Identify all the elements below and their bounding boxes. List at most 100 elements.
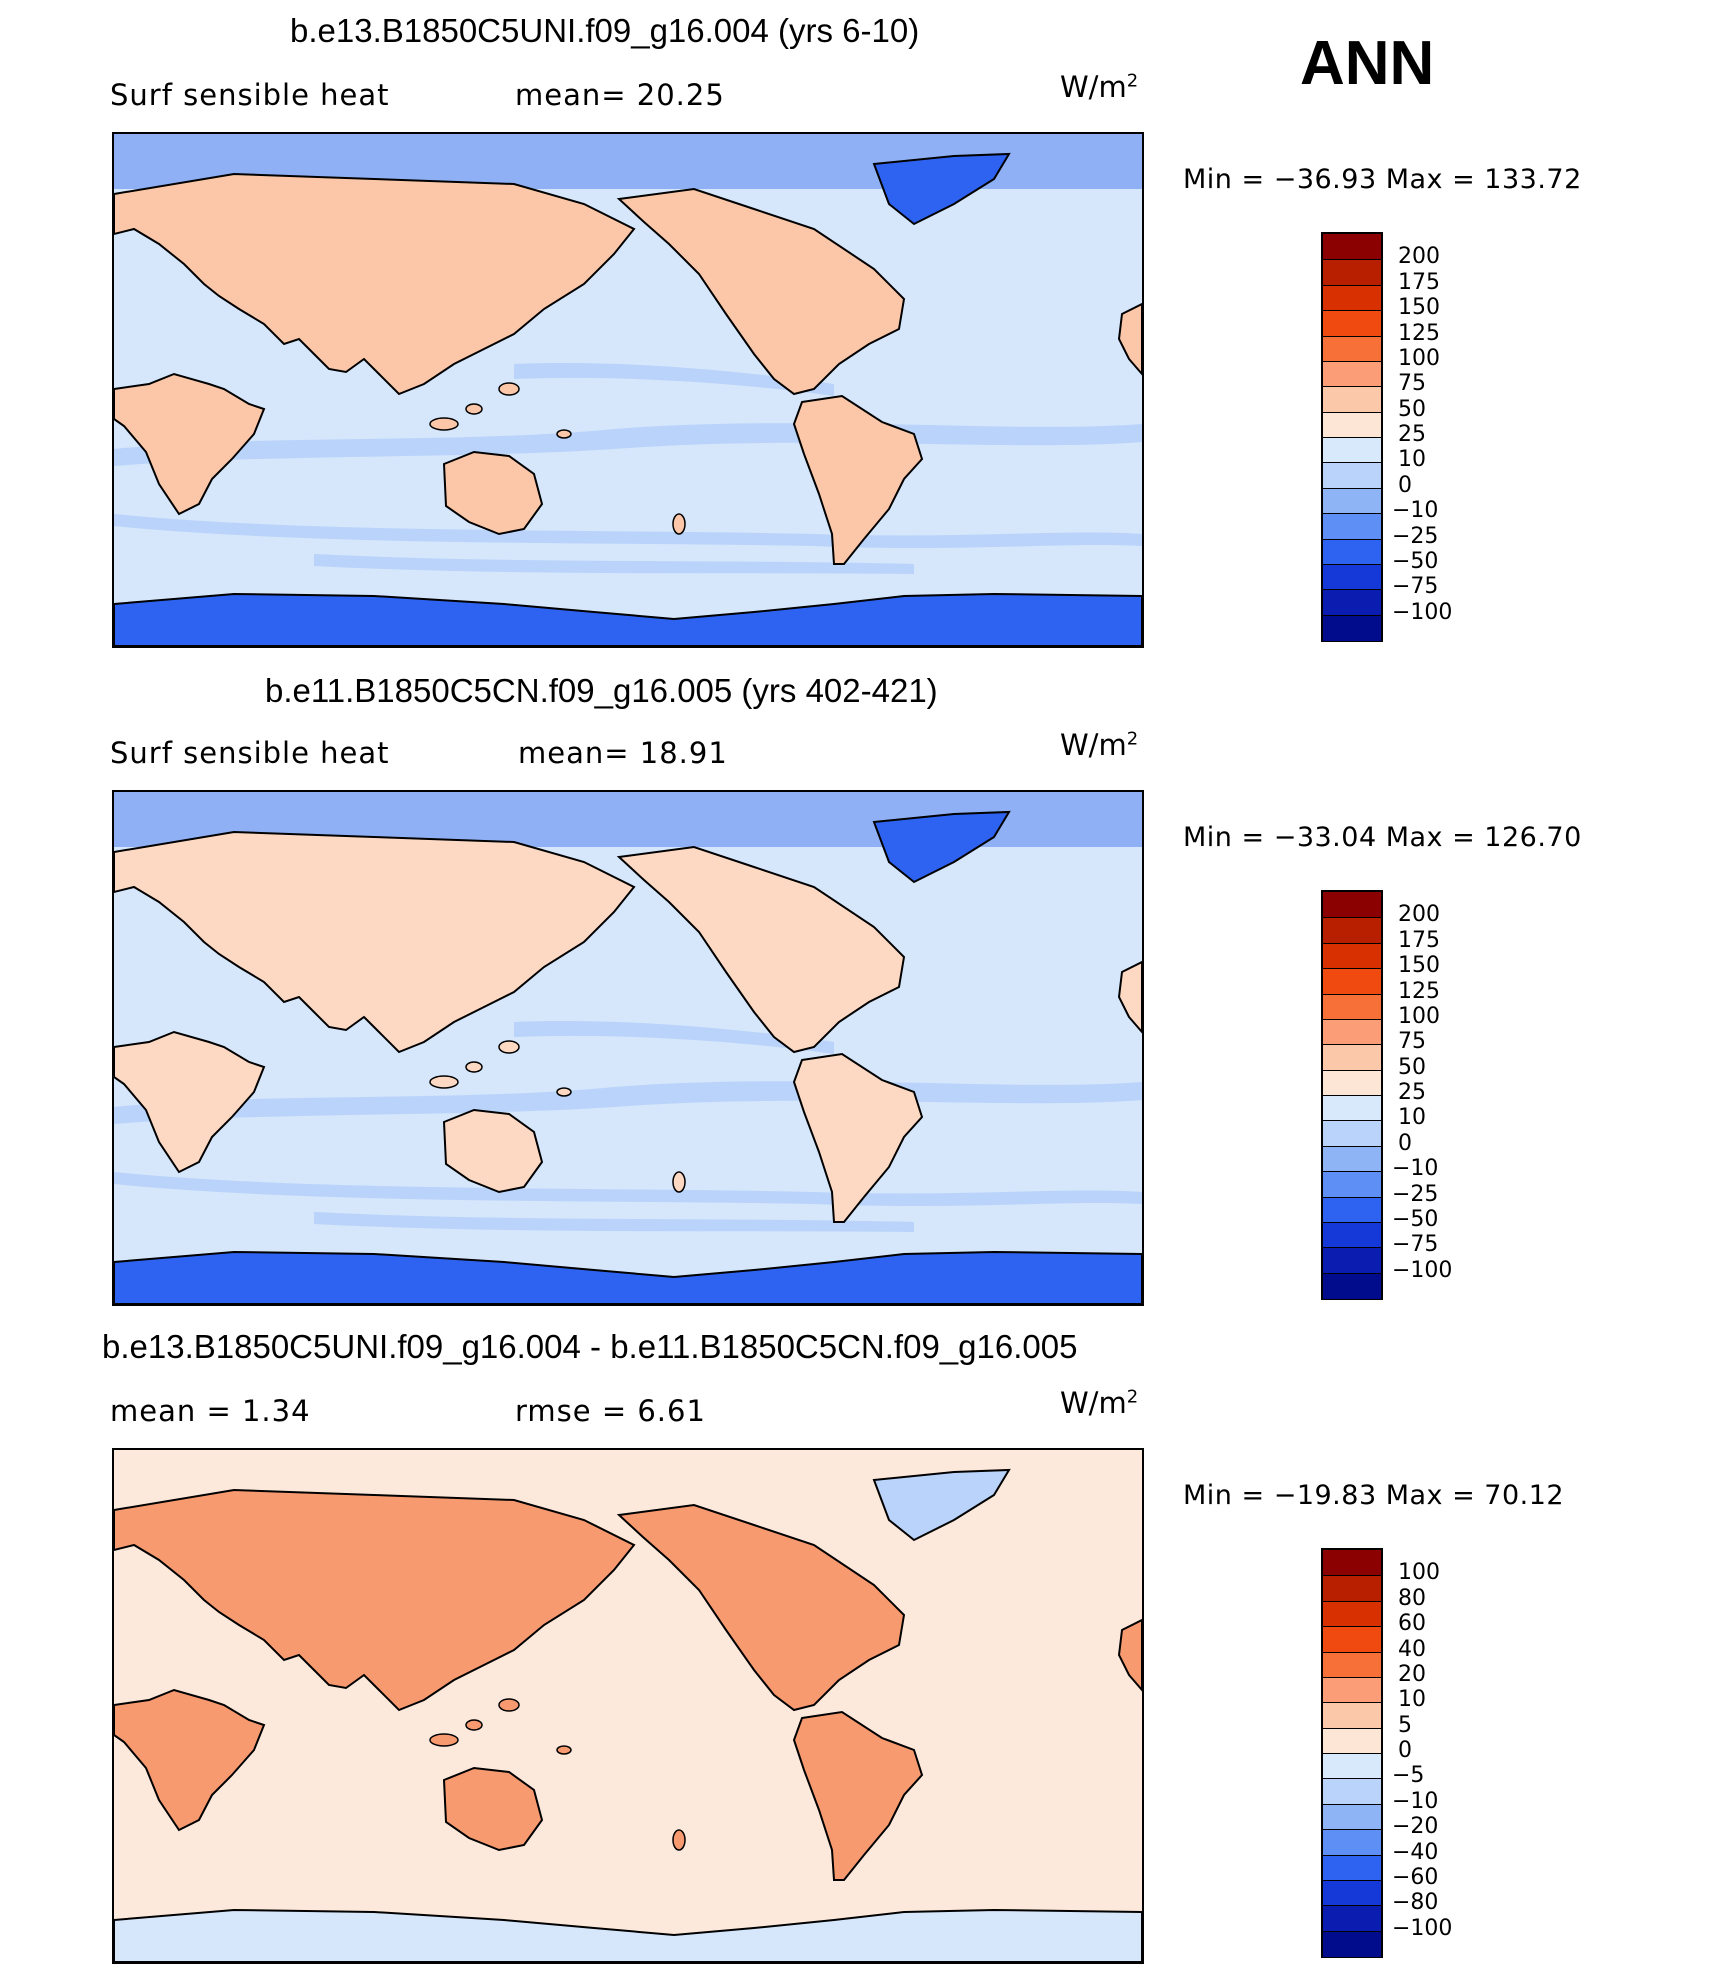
panel-1-title: b.e13.B1850C5UNI.f09_g16.004 (yrs 6-10): [290, 12, 920, 49]
panel-2-colorbar: [1321, 890, 1383, 1300]
colorbar-tick-label: 0: [1398, 1130, 1412, 1156]
colorbar-separator: [1323, 1651, 1381, 1653]
colorbar-separator: [1323, 942, 1381, 944]
colorbar-separator: [1323, 335, 1381, 337]
ocean-anomaly-band: [314, 554, 914, 574]
landmass-greenland: [872, 1468, 1011, 1542]
ocean-anomaly-band: [514, 1021, 834, 1054]
colorbar-segment: [1323, 1676, 1381, 1703]
panel-2-mean-label: mean= 18.91: [518, 736, 728, 770]
island: [429, 1733, 459, 1747]
colorbar-separator: [1323, 1247, 1381, 1249]
panel-1-mean-label: mean= 20.25: [515, 78, 725, 112]
colorbar-segment: [1323, 614, 1381, 641]
landmass-antarctica: [114, 592, 1142, 646]
colorbar-segment: [1323, 892, 1381, 918]
colorbar-separator: [1323, 411, 1381, 413]
colorbar-segment: [1323, 1727, 1381, 1754]
colorbar-segment: [1323, 360, 1381, 387]
landmass-eurasia: [114, 830, 636, 1054]
colorbar-separator: [1323, 1753, 1381, 1754]
landmass-eurasia: [114, 1488, 636, 1712]
ocean-anomaly-band: [514, 363, 834, 396]
colorbar-segment: [1323, 993, 1381, 1020]
colorbar-tick-label: −60: [1392, 1864, 1439, 1890]
colorbar-segment: [1323, 1069, 1381, 1096]
island: [556, 429, 572, 439]
colorbar-separator: [1323, 1196, 1381, 1198]
panel-2-map: [112, 790, 1144, 1306]
colorbar-segment: [1323, 1829, 1381, 1855]
landmass-africa: [114, 1030, 266, 1174]
landmass-namerica: [616, 1503, 906, 1712]
colorbar-segment: [1323, 487, 1381, 514]
panel-3-units: W/m2: [1060, 1386, 1139, 1420]
colorbar-tick-label: 175: [1398, 927, 1440, 953]
colorbar-separator: [1323, 1727, 1381, 1729]
colorbar-tick-label: −25: [1392, 523, 1439, 549]
landmass-eurasia: [114, 172, 636, 396]
colorbar-tick-label: −80: [1392, 1890, 1439, 1916]
colorbar-separator: [1323, 1829, 1381, 1831]
colorbar-segment: [1323, 284, 1381, 311]
colorbar-tick-label: −10: [1392, 1156, 1439, 1182]
ocean-anomaly-band: [114, 1172, 1142, 1206]
colorbar-tick-label: −40: [1392, 1839, 1439, 1865]
landmass-africa: [114, 1688, 266, 1832]
colorbar-tick-label: 125: [1398, 320, 1440, 346]
colorbar-tick-label: 50: [1398, 1054, 1426, 1080]
landmass-namerica: [616, 845, 906, 1054]
colorbar-tick-label: 100: [1398, 1003, 1440, 1029]
colorbar-tick-label: 5: [1398, 1712, 1412, 1738]
colorbar-separator: [1323, 993, 1381, 995]
landmass-samerica: [792, 1710, 924, 1881]
colorbar-segment: [1323, 1905, 1381, 1932]
colorbar-segment: [1323, 1803, 1381, 1830]
colorbar-tick-label: −100: [1392, 599, 1453, 625]
colorbar-segment: [1323, 1550, 1381, 1576]
island: [429, 1075, 459, 1089]
ocean-anomaly-band: [114, 514, 1142, 548]
colorbar-segment: [1323, 1854, 1381, 1881]
colorbar-tick-label: 0: [1398, 1738, 1412, 1763]
colorbar-tick-label: 175: [1398, 269, 1440, 295]
landmass-namerica: [616, 187, 906, 396]
map-canvas: [114, 792, 1142, 1304]
panel-2-units: W/m2: [1060, 728, 1139, 762]
landmass-samerica: [792, 394, 924, 565]
colorbar-separator: [1323, 1171, 1381, 1173]
colorbar-segment: [1323, 259, 1381, 286]
colorbar-tick-label: 100: [1398, 1560, 1440, 1586]
colorbar-segment: [1323, 538, 1381, 565]
island: [465, 1719, 483, 1731]
colorbar-tick-label: −100: [1392, 1915, 1453, 1941]
colorbar-tick-label: 60: [1398, 1611, 1426, 1637]
colorbar-segment: [1323, 310, 1381, 336]
landmass-antarctica: [114, 1250, 1142, 1304]
ocean-anomaly-band: [314, 1870, 914, 1890]
landmass-eafrica: [1117, 302, 1142, 376]
island: [556, 1745, 572, 1755]
colorbar-segment: [1323, 1930, 1381, 1957]
panel-3-mean-label: mean = 1.34: [110, 1394, 311, 1428]
landmass-eafrica: [1117, 1618, 1142, 1692]
colorbar-separator: [1323, 284, 1381, 286]
panel-2-title: b.e11.B1850C5CN.f09_g16.005 (yrs 402-421…: [265, 672, 938, 709]
colorbar-segment: [1323, 1272, 1381, 1299]
colorbar-segment: [1323, 1575, 1381, 1602]
landmass-greenland: [872, 810, 1011, 884]
colorbar-separator: [1323, 1044, 1381, 1046]
panel-2-minmax: Min = −33.04 Max = 126.70: [1183, 822, 1582, 853]
landmass-australia: [442, 450, 544, 536]
colorbar-segment: [1323, 1120, 1381, 1147]
colorbar-separator: [1323, 1145, 1381, 1147]
colorbar-tick-label: 25: [1398, 1080, 1426, 1105]
colorbar-separator: [1323, 538, 1381, 540]
colorbar-separator: [1323, 1018, 1381, 1020]
colorbar-segment: [1323, 563, 1381, 590]
colorbar-tick-label: −20: [1392, 1814, 1439, 1840]
map-canvas: [114, 1450, 1142, 1962]
colorbar-segment: [1323, 1018, 1381, 1045]
colorbar-tick-label: −50: [1392, 548, 1439, 574]
colorbar-segment: [1323, 386, 1381, 413]
